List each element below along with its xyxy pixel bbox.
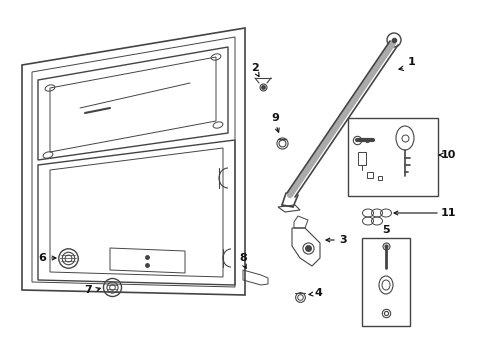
Text: 8: 8 [239,253,246,263]
Text: 7: 7 [84,285,92,295]
Text: 6: 6 [38,253,46,263]
Text: 3: 3 [339,235,346,245]
Bar [347,118,437,196]
Text: 5: 5 [382,225,389,235]
Bar [361,238,409,326]
Text: 2: 2 [251,63,258,73]
Text: 9: 9 [270,113,278,123]
Text: 10: 10 [439,150,455,160]
Text: 4: 4 [313,288,321,298]
Text: 1: 1 [407,57,415,67]
Text: 11: 11 [439,208,455,218]
